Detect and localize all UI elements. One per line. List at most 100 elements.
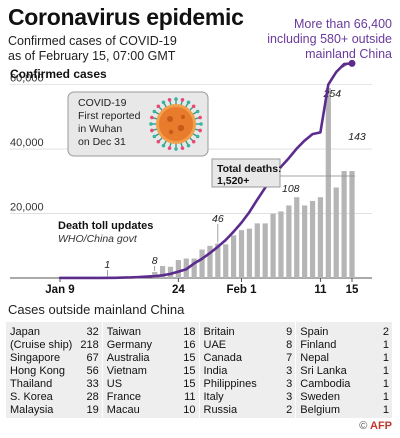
death-bar — [286, 205, 292, 278]
virus-icon — [149, 97, 203, 151]
country-name: Cambodia — [300, 378, 351, 390]
case-count: 3 — [286, 365, 293, 377]
table-row: Russia 2 — [204, 404, 293, 417]
country-name: Hong Kong — [10, 365, 66, 377]
death-toll-source: WHO/China govt — [58, 233, 138, 245]
virus-spike-tip — [186, 100, 191, 105]
country-table: Japan 32 (Cruise ship) 218 Singapore 67 Hong K… — [6, 322, 392, 418]
table-row: Finland 1 — [300, 339, 389, 352]
x-tick-label: Feb 1 — [226, 284, 257, 296]
death-bar — [309, 200, 316, 278]
total-deaths-value: 1,520+ — [217, 175, 249, 187]
death-bar-label: 8 — [152, 255, 158, 267]
virus-spike-tip — [180, 98, 185, 102]
total-deaths-text: Total deaths: — [217, 163, 282, 175]
country-name: Philippines — [203, 378, 257, 390]
virus-spike-tip — [174, 97, 178, 101]
table-row: Thailand 33 — [10, 378, 99, 391]
case-count: 19 — [86, 404, 99, 416]
virus-spike-tip — [195, 134, 200, 139]
country-name: Vietnam — [106, 365, 147, 377]
case-count: 33 — [86, 378, 99, 390]
x-tick-label: 11 — [314, 284, 327, 296]
table-row: Philippines 3 — [204, 378, 293, 391]
x-tick-label: Jan 9 — [45, 284, 74, 296]
country-name: Macau — [106, 404, 140, 416]
covid-note-line: First reported — [78, 110, 141, 122]
case-count: 10 — [183, 404, 196, 416]
death-bar — [191, 258, 197, 278]
table-row: US 15 — [107, 378, 196, 391]
virus-spike-tip — [191, 139, 196, 144]
country-name: Thailand — [10, 378, 53, 390]
subtitle: Confirmed cases of COVID-19 as of Februa… — [8, 34, 208, 64]
cases-line — [58, 62, 354, 280]
case-count: 1 — [382, 352, 389, 364]
case-count: 3 — [286, 378, 293, 390]
virus-spike-tip — [186, 143, 191, 148]
table-row: Japan 32 — [10, 326, 99, 339]
virus-spike-tip — [167, 146, 172, 150]
death-bar — [325, 88, 331, 278]
death-bar — [317, 197, 324, 278]
covid-note-line: COVID-19 — [78, 97, 127, 109]
table-row: S. Korea 28 — [10, 391, 99, 404]
country-name: Spain — [300, 326, 329, 338]
table-row: Hong Kong 56 — [10, 365, 99, 378]
table-row: Italy 3 — [204, 391, 293, 404]
country-name: Finland — [300, 339, 337, 351]
death-bar — [341, 171, 347, 278]
country-name: US — [106, 378, 123, 390]
death-bar — [231, 235, 237, 278]
case-count: 18 — [183, 326, 196, 338]
death-bar — [254, 223, 260, 278]
death-bar-label: 143 — [348, 131, 366, 143]
case-count: 8 — [286, 339, 293, 351]
country-name: Belgium — [300, 404, 340, 416]
virus-spike-tip — [150, 115, 154, 120]
x-tick-label: 24 — [172, 284, 185, 296]
table-row: India 3 — [204, 365, 293, 378]
death-bar — [349, 171, 355, 278]
credit: © AFP — [359, 420, 392, 432]
total-cases-callout: More than 66,400 including 580+ outside … — [222, 17, 392, 62]
table-row: Malaysia 19 — [10, 404, 99, 417]
case-count: 16 — [183, 339, 196, 351]
death-bar-label: 46 — [212, 213, 224, 225]
death-bar — [215, 243, 221, 278]
country-name: India — [203, 365, 228, 377]
covid-note-line: on Dec 31 — [78, 136, 126, 148]
virus-spike-tip — [199, 122, 203, 126]
table-row: Spain 2 — [300, 326, 389, 339]
death-bar — [175, 260, 181, 278]
table-column: Japan 32 (Cruise ship) 218 Singapore 67 Hong K… — [6, 322, 103, 418]
table-row: Belgium 1 — [300, 404, 389, 417]
case-count: 67 — [86, 352, 99, 364]
table-row: Cambodia 1 — [300, 378, 389, 391]
y-tick-label: 20,000 — [10, 202, 44, 214]
country-name: Russia — [203, 404, 238, 416]
virus-spike-tip — [180, 146, 185, 150]
country-name: Britain — [203, 326, 235, 338]
table-row: France 11 — [107, 391, 196, 404]
case-count: 7 — [286, 352, 293, 364]
country-name: Nepal — [300, 352, 329, 364]
case-count: 1 — [382, 365, 389, 377]
case-count: 56 — [86, 365, 99, 377]
table-row: Australia 15 — [107, 352, 196, 365]
covid-note-line: in Wuhan — [78, 123, 122, 135]
case-count: 2 — [382, 326, 389, 338]
virus-spike-tip — [152, 109, 157, 114]
country-name: (Cruise ship) — [10, 339, 73, 351]
covid-note: COVID-19 First reported in Wuhan on Dec … — [67, 91, 209, 157]
case-count: 3 — [286, 391, 293, 403]
country-name: Taiwan — [106, 326, 141, 338]
country-name: Sweden — [300, 391, 341, 403]
virus-spike-tip — [152, 134, 157, 139]
country-name: Japan — [10, 326, 40, 338]
subtitle-line: as of February 15, 07:00 GMT — [8, 49, 176, 63]
death-bar-label: 1 — [104, 259, 110, 271]
callout-line: mainland China — [305, 47, 392, 61]
virus-spike-tip — [198, 115, 202, 120]
case-count: 15 — [183, 378, 196, 390]
